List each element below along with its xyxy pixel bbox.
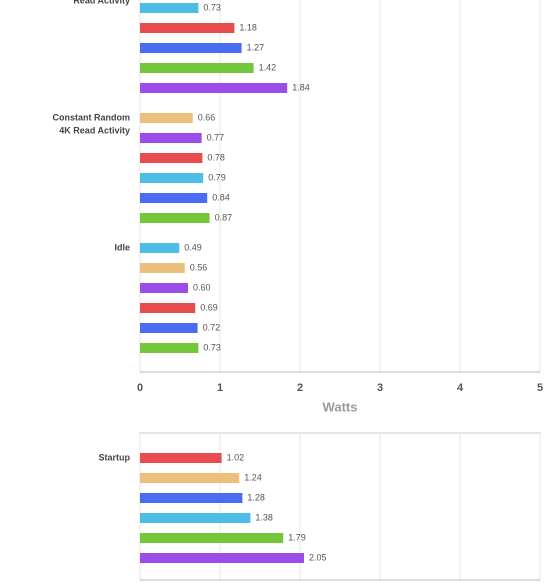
bar: [140, 303, 196, 313]
group-label: Constant Random: [53, 112, 131, 122]
value-label: 0.77: [207, 132, 225, 142]
value-label: 1.24: [244, 472, 262, 482]
bar: [140, 173, 204, 183]
bar: [140, 453, 222, 463]
bar: [140, 213, 210, 223]
value-label: 1.79: [288, 532, 306, 542]
value-label: 1.84: [292, 82, 310, 92]
bar: [140, 533, 284, 543]
value-label: 0.73: [203, 342, 221, 352]
group-label: Startup: [99, 452, 131, 462]
value-label: 0.78: [207, 152, 225, 162]
bar: [140, 193, 208, 203]
value-label: 0.56: [190, 262, 208, 272]
x-tick-label: 1: [217, 382, 223, 394]
bar: [140, 343, 199, 353]
group-label: Idle: [114, 242, 130, 252]
bar: [140, 493, 243, 503]
bar: [140, 473, 240, 483]
value-label: 0.79: [208, 172, 226, 182]
bar: [140, 153, 203, 163]
value-label: 1.42: [259, 62, 277, 72]
value-label: 2.05: [309, 552, 327, 562]
value-label: 1.27: [247, 42, 265, 52]
bar: [140, 513, 251, 523]
value-label: 1.28: [247, 492, 265, 502]
bar: [140, 113, 193, 123]
bar: [140, 243, 180, 253]
x-tick-label: 4: [457, 382, 464, 394]
bar: [140, 553, 304, 563]
value-label: 0.87: [215, 212, 233, 222]
group-label: Read Activity: [73, 0, 130, 5]
bar: [140, 323, 198, 333]
x-axis-label: Watts: [323, 399, 358, 414]
bar: [140, 83, 288, 93]
bar: [140, 23, 235, 33]
value-label: 0.73: [203, 2, 221, 12]
value-label: 1.38: [255, 512, 273, 522]
x-tick-label: 3: [377, 382, 383, 394]
bar: [140, 283, 188, 293]
bar: [140, 133, 202, 143]
plot-area: [139, 0, 541, 373]
value-label: 0.49: [184, 242, 202, 252]
x-tick-label: 2: [297, 382, 303, 394]
x-tick-label: 0: [137, 382, 143, 394]
bar: [140, 63, 254, 73]
value-label: 1.02: [227, 452, 245, 462]
x-tick-label: 5: [537, 382, 543, 394]
group-label: 4K Read Activity: [59, 125, 130, 135]
value-label: 1.18: [239, 22, 257, 32]
bar: [140, 43, 242, 53]
value-label: 0.84: [212, 192, 230, 202]
value-label: 0.69: [200, 302, 218, 312]
value-label: 0.66: [198, 112, 216, 122]
bar: [140, 3, 199, 13]
value-label: 0.72: [203, 322, 221, 332]
bar: [140, 263, 185, 273]
value-label: 0.60: [193, 282, 211, 292]
